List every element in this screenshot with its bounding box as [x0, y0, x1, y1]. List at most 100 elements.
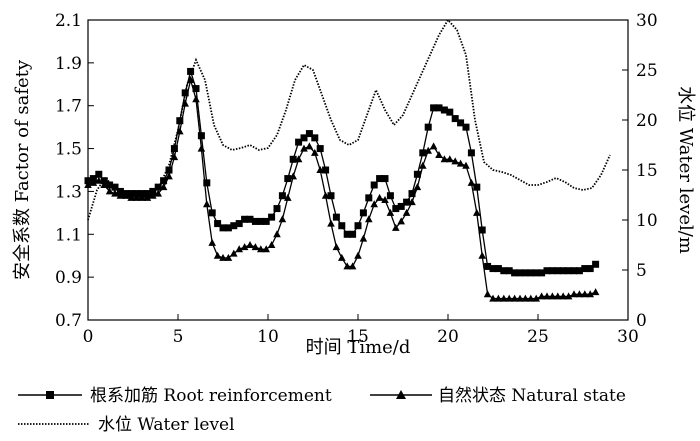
y-right-tick-label: 30 [636, 11, 658, 31]
data-point-triangle [581, 290, 589, 298]
data-point-square [489, 265, 497, 273]
data-point-square [376, 175, 384, 183]
data-point-triangle [176, 127, 184, 135]
data-point-square [289, 155, 297, 163]
data-point-triangle [300, 144, 308, 152]
x-tick-label: 15 [347, 327, 369, 347]
data-point-square [435, 104, 443, 112]
data-point-square [224, 224, 232, 232]
data-point-triangle [559, 292, 567, 300]
data-point-triangle [165, 172, 173, 180]
data-point-square [208, 209, 216, 217]
data-point-triangle [392, 223, 400, 231]
data-point-square [521, 269, 529, 277]
data-point-square [95, 170, 103, 178]
data-point-triangle [170, 153, 179, 161]
data-point-triangle [537, 292, 546, 300]
legend-root-label: 根系加筋 Root reinforcement [90, 386, 332, 406]
data-point-triangle [365, 215, 373, 223]
data-point-square [327, 192, 335, 200]
y-right-axis-ticks: 0 5 10 15 20 25 30 [622, 11, 658, 331]
data-point-triangle [219, 253, 227, 261]
data-point-square [565, 267, 573, 275]
data-point-triangle [473, 208, 481, 216]
data-point-square [311, 134, 319, 142]
data-point-square [505, 267, 513, 275]
data-point-triangle [332, 243, 341, 251]
data-point-triangle [154, 189, 162, 197]
data-point-triangle [327, 219, 335, 227]
data-point-triangle [543, 292, 551, 300]
data-point-square [197, 132, 205, 140]
series-line [87, 69, 597, 274]
y-left-tick-label: 0.7 [55, 311, 82, 331]
data-point-triangle [500, 294, 508, 302]
data-point-square [381, 175, 389, 183]
data-point-triangle [321, 191, 330, 199]
data-point-square [478, 226, 486, 234]
data-point-triangle [289, 172, 297, 180]
data-point-triangle [591, 288, 600, 296]
data-point-triangle [359, 234, 368, 242]
data-point-triangle [413, 183, 422, 191]
legend-water-label: 水位 Water level [98, 415, 235, 435]
data-point-square [500, 267, 508, 275]
data-point-square [262, 217, 270, 225]
data-point-square [192, 85, 200, 93]
data-point-square [116, 187, 124, 195]
data-point-triangle [316, 166, 324, 173]
data-point-square [230, 222, 238, 230]
data-point-square [586, 265, 594, 273]
data-point-square [430, 104, 438, 112]
data-point-square [89, 175, 97, 183]
legend-item-water: 水位 Water level [18, 415, 235, 435]
data-point-square [516, 269, 524, 277]
data-point-square [246, 215, 254, 223]
y-right-axis-title: 水位 Water level/m [675, 86, 696, 254]
data-point-square [300, 134, 308, 142]
data-point-triangle [84, 181, 92, 188]
data-point-triangle [305, 142, 314, 150]
data-point-square [424, 123, 432, 131]
data-point-triangle [527, 294, 535, 302]
data-point-square [349, 230, 357, 238]
data-point-triangle [251, 243, 260, 251]
data-point-triangle [203, 200, 211, 208]
data-point-triangle [89, 178, 98, 186]
y-left-axis-title: 安全系数 Factor of safety [12, 59, 33, 280]
data-point-square [278, 192, 286, 200]
data-point-triangle [197, 144, 206, 152]
data-point-square [527, 269, 535, 277]
data-point-square [127, 190, 135, 198]
x-tick-label: 0 [83, 327, 94, 347]
x-tick-label: 25 [527, 327, 549, 347]
data-point-square [219, 224, 227, 232]
data-point-triangle [419, 161, 427, 169]
data-point-square [446, 108, 454, 116]
y-right-tick-label: 5 [636, 261, 647, 281]
data-point-square [419, 149, 427, 157]
data-point-triangle [278, 215, 287, 223]
data-point-square [494, 265, 502, 273]
data-point-triangle [348, 262, 357, 270]
data-point-triangle [429, 142, 438, 150]
data-point-square [187, 67, 195, 75]
data-point-triangle [224, 253, 233, 261]
data-point-square [154, 183, 162, 191]
y-right-tick-label: 25 [636, 61, 658, 81]
y-left-tick-label: 1.9 [55, 54, 82, 74]
data-point-triangle [456, 159, 465, 167]
data-point-triangle [408, 198, 416, 206]
y-right-tick-label: 10 [636, 211, 658, 231]
y-left-tick-label: 2.1 [55, 11, 82, 31]
data-point-square [581, 265, 589, 273]
data-point-square [473, 183, 481, 191]
data-point-triangle [446, 155, 454, 163]
legend: 根系加筋 Root reinforcement 自然状态 Natural sta… [18, 386, 626, 435]
data-point-triangle [343, 262, 351, 270]
data-point-square [538, 269, 546, 277]
data-point-square [332, 213, 340, 221]
data-point-square [143, 190, 151, 198]
data-point-triangle [122, 191, 130, 199]
y-left-tick-label: 1.5 [55, 140, 82, 160]
